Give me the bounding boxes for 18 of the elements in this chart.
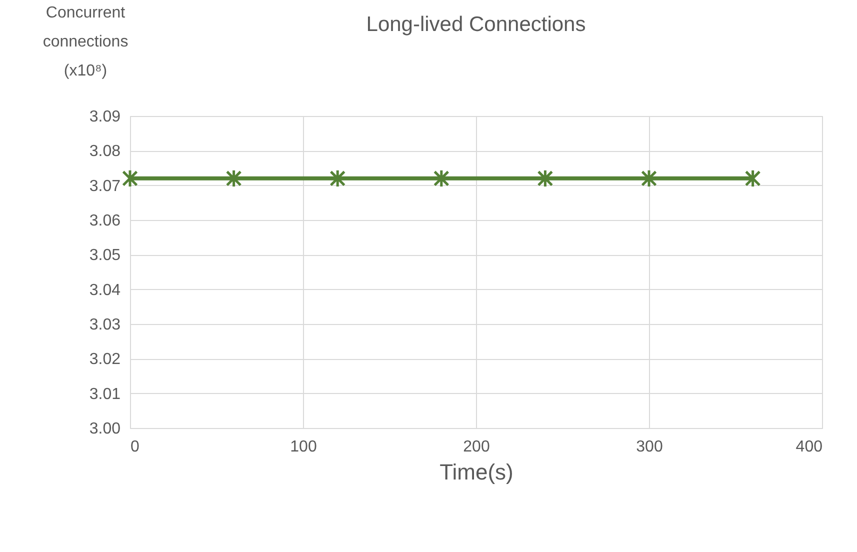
y-tick-label: 3.01 — [89, 386, 121, 403]
y-tick-label: 3.08 — [89, 143, 121, 160]
x-tick-label: 200 — [463, 438, 490, 456]
x-axis-title: Time(s) — [440, 460, 514, 484]
y-axis-title: Concurrent connections (x10⁸) — [42, 4, 128, 80]
y-tick-label: 3.00 — [89, 420, 121, 438]
y-tick-label: 3.05 — [89, 247, 121, 264]
x-tick-label: 300 — [636, 438, 663, 456]
x-tick-label: 100 — [290, 438, 317, 456]
y-tick-label: 3.07 — [89, 178, 121, 195]
y-tick-label: 3.06 — [89, 212, 121, 230]
x-tick-label: 400 — [796, 438, 823, 456]
y-tick-label: 3.04 — [89, 282, 121, 299]
y-tick-label: 3.03 — [89, 316, 121, 334]
chart-title: Long-lived Connections — [366, 13, 586, 36]
y-tick-label: 3.02 — [89, 351, 121, 368]
y-tick-label: 3.09 — [89, 108, 121, 126]
x-tick-label: 0 — [130, 438, 140, 456]
